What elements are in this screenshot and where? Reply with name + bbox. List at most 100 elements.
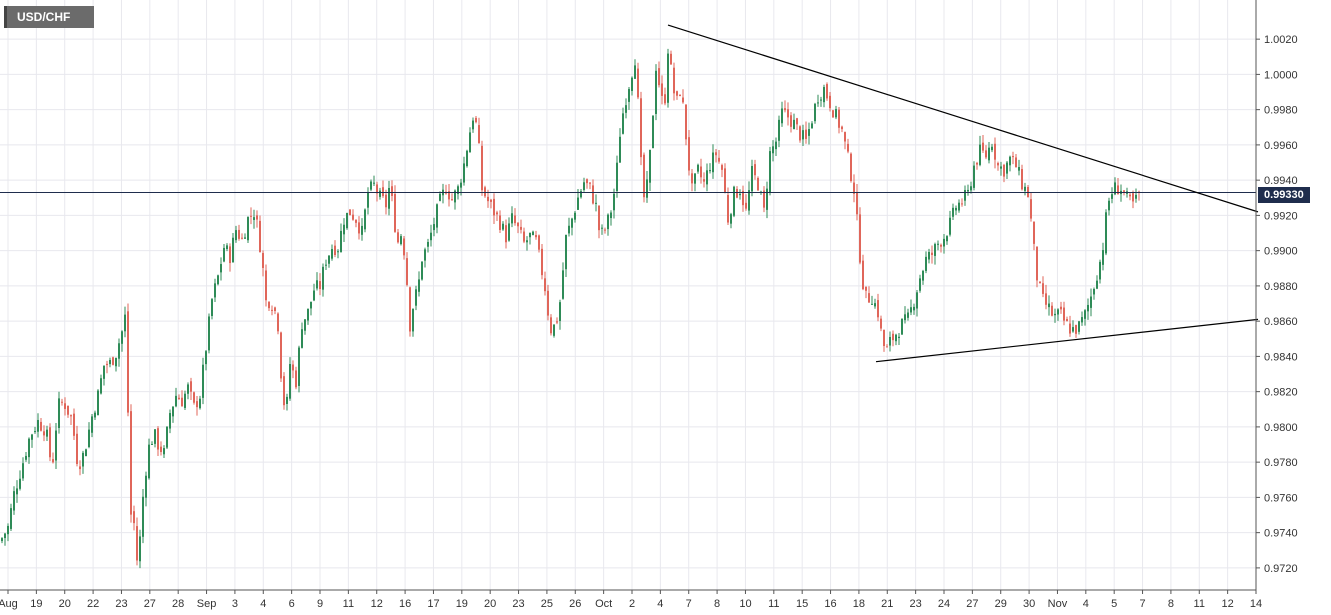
candle-body <box>982 142 984 151</box>
candle-body <box>424 249 426 261</box>
candle-body <box>520 226 522 230</box>
candle-body <box>319 281 321 290</box>
candle-body <box>169 413 171 429</box>
candle-body <box>433 224 435 231</box>
candle-body <box>1009 156 1011 166</box>
candle-body <box>274 307 276 312</box>
candle-body <box>1063 307 1065 321</box>
candle-body <box>625 105 627 113</box>
candle-body <box>853 182 855 194</box>
candle-body <box>871 303 873 305</box>
candle-body <box>145 475 147 498</box>
y-tick-label: 0.9860 <box>1264 316 1298 328</box>
candle-body <box>286 396 288 404</box>
candle-body <box>931 252 933 255</box>
candle-body <box>940 244 942 247</box>
candle-body <box>115 357 117 367</box>
candle-body <box>883 329 885 347</box>
candle-body <box>91 416 93 433</box>
candle-body <box>985 150 987 158</box>
candle-body <box>487 196 489 202</box>
candle-body <box>448 191 450 200</box>
candle-body <box>718 157 720 162</box>
candle-body <box>967 189 969 192</box>
candle-body <box>289 364 291 399</box>
candle-body <box>928 251 930 260</box>
candle-body <box>670 53 672 65</box>
x-tick-label: Nov <box>1048 598 1068 610</box>
candle-body <box>457 186 459 195</box>
candle-body <box>412 308 414 332</box>
candle-body <box>685 104 687 140</box>
y-tick-label: 0.9880 <box>1264 281 1298 293</box>
candle-body <box>1129 194 1131 197</box>
candle-body <box>1024 186 1026 191</box>
candle-body <box>709 170 711 172</box>
candle-body <box>19 478 21 489</box>
candle-body <box>547 290 549 316</box>
candle-body <box>799 126 801 141</box>
candle-body <box>562 270 564 299</box>
candle-body <box>916 292 918 309</box>
candle-body <box>172 406 174 417</box>
candle-body <box>1042 283 1044 294</box>
candle-body <box>349 209 351 216</box>
candle-body <box>73 413 75 436</box>
candle-body <box>523 231 525 242</box>
candle-body <box>1033 221 1035 244</box>
candle-body <box>730 214 732 224</box>
candle-body <box>757 177 759 191</box>
x-tick-label: 12 <box>371 598 383 610</box>
candle-body <box>514 215 516 224</box>
candle-body <box>1102 250 1104 265</box>
candle-body <box>130 411 132 515</box>
candle-body <box>355 219 357 223</box>
candle-body <box>610 212 612 219</box>
candle-body <box>223 247 225 262</box>
candle-body <box>331 249 333 259</box>
x-tick-label: 10 <box>739 598 751 610</box>
candle-body <box>790 115 792 127</box>
candle-body <box>613 193 615 211</box>
candle-body <box>904 314 906 321</box>
candle-body <box>538 235 540 250</box>
candle-body <box>391 186 393 196</box>
candle-body <box>358 222 360 234</box>
candle-body <box>469 132 471 153</box>
candle-body <box>1078 321 1080 332</box>
x-tick-label: 9 <box>317 598 323 610</box>
candle-body <box>151 443 153 445</box>
candle-body <box>7 525 9 535</box>
candle-body <box>826 84 828 99</box>
candle-body <box>250 215 252 217</box>
candle-body <box>280 332 282 379</box>
candle-body <box>82 452 84 467</box>
candle-body <box>715 152 717 156</box>
candle-body <box>622 113 624 134</box>
candle-body <box>508 223 510 241</box>
candle-body <box>925 256 927 271</box>
candle-body <box>163 448 165 455</box>
candle-body <box>481 145 483 191</box>
candle-body <box>166 426 168 448</box>
candle-body <box>688 137 690 171</box>
candle-body <box>121 331 123 344</box>
candle-body <box>4 533 6 539</box>
candle-body <box>1036 246 1038 281</box>
candle-body <box>1003 164 1005 177</box>
candle-body <box>385 194 387 208</box>
candle-body <box>43 431 45 436</box>
candle-body <box>553 324 555 336</box>
y-tick-label: 0.9940 <box>1264 175 1298 187</box>
candle-body <box>850 153 852 182</box>
candle-body <box>661 83 663 96</box>
x-tick-label: 22 <box>87 598 99 610</box>
candle-body <box>406 258 408 285</box>
candle-body <box>784 108 786 111</box>
candle-body <box>589 182 591 184</box>
x-tick-label: 11 <box>768 598 779 610</box>
candle-body <box>517 222 519 227</box>
candle-body <box>1072 327 1074 332</box>
trendline-descending <box>667 24 1259 213</box>
